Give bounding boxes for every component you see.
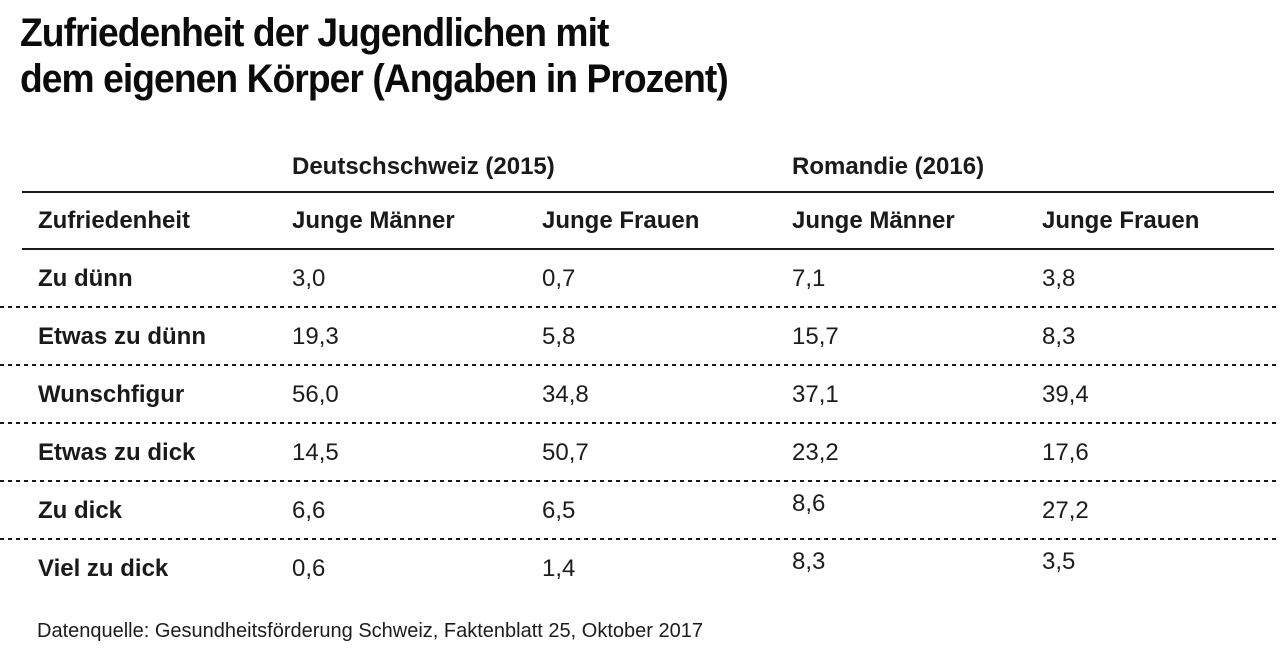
value-cell: 1,4 bbox=[542, 555, 576, 582]
table-row: Wunschfigur 56,0 34,8 37,1 39,4 bbox=[0, 366, 1280, 424]
value-cell: 56,0 bbox=[292, 381, 339, 408]
value-cell: 27,2 bbox=[1042, 497, 1089, 524]
value-cell: 34,8 bbox=[542, 381, 589, 408]
table-row: Zu dick 6,6 6,5 8,6 27,2 bbox=[0, 482, 1280, 540]
value-cell: 8,3 bbox=[1042, 323, 1076, 350]
value-cell: 3,8 bbox=[1042, 265, 1076, 292]
value-cell: 17,6 bbox=[1042, 439, 1089, 466]
data-table: Deutschschweiz (2015) Romandie (2016) Zu… bbox=[0, 135, 1280, 598]
value-cell: 8,3 bbox=[792, 548, 826, 575]
chart-title-line1: Zufriedenheit der Jugendlichen mit bbox=[20, 11, 609, 55]
row-label: Wunschfigur bbox=[38, 381, 185, 408]
row-label: Etwas zu dünn bbox=[38, 323, 206, 350]
value-cell: 0,6 bbox=[292, 555, 326, 582]
data-source-note: Datenquelle: Gesundheitsförderung Schwei… bbox=[37, 620, 703, 642]
value-cell: 6,6 bbox=[292, 497, 326, 524]
table-row: Etwas zu dick 14,5 50,7 23,2 17,6 bbox=[0, 424, 1280, 482]
value-cell: 3,5 bbox=[1042, 548, 1076, 575]
value-cell: 39,4 bbox=[1042, 381, 1089, 408]
column-header-ds-frauen: Junge Frauen bbox=[542, 206, 700, 234]
column-header-ds-maenner: Junge Männer bbox=[292, 206, 455, 234]
value-cell: 7,1 bbox=[792, 265, 826, 292]
value-cell: 15,7 bbox=[792, 323, 839, 350]
chart-title-line2: dem eigenen Körper (Angaben in Prozent) bbox=[20, 57, 729, 101]
table-row: Etwas zu dünn 19,3 5,8 15,7 8,3 bbox=[0, 308, 1280, 366]
column-header-ro-maenner: Junge Männer bbox=[792, 206, 955, 234]
column-header-ro-frauen: Junge Frauen bbox=[1042, 206, 1200, 234]
value-cell: 23,2 bbox=[792, 439, 839, 466]
row-label: Etwas zu dick bbox=[38, 439, 196, 466]
row-label: Viel zu dick bbox=[38, 555, 169, 582]
group-header-row: Deutschschweiz (2015) Romandie (2016) bbox=[22, 135, 1274, 193]
row-label: Zu dünn bbox=[38, 265, 133, 292]
group-header-romandie: Romandie (2016) bbox=[792, 153, 985, 180]
value-cell: 8,6 bbox=[792, 490, 826, 517]
value-cell: 5,8 bbox=[542, 323, 576, 350]
column-header-row: Zufriedenheit Junge Männer Junge Frauen … bbox=[22, 193, 1274, 250]
value-cell: 19,3 bbox=[292, 323, 339, 350]
value-cell: 14,5 bbox=[292, 439, 339, 466]
table-row: Viel zu dick 0,6 1,4 8,3 3,5 bbox=[22, 540, 1274, 598]
table-row: Zu dünn 3,0 0,7 7,1 3,8 bbox=[0, 250, 1280, 308]
value-cell: 3,0 bbox=[292, 265, 326, 292]
value-cell: 0,7 bbox=[542, 265, 576, 292]
group-header-deutschschweiz: Deutschschweiz (2015) bbox=[292, 153, 555, 180]
chart-title: Zufriedenheit der Jugendlichen mit dem e… bbox=[20, 10, 857, 102]
value-cell: 6,5 bbox=[542, 497, 576, 524]
column-header-zufriedenheit: Zufriedenheit bbox=[38, 206, 191, 234]
value-cell: 37,1 bbox=[792, 381, 839, 408]
value-cell: 50,7 bbox=[542, 439, 589, 466]
table-body: Zu dünn 3,0 0,7 7,1 3,8 Etwas zu dünn 19,3 5,8 1… bbox=[0, 250, 1280, 598]
row-label: Zu dick bbox=[38, 497, 123, 524]
